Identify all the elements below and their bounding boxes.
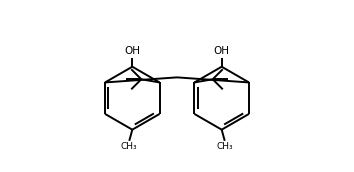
Text: CH₃: CH₃ xyxy=(121,142,138,151)
Text: OH: OH xyxy=(124,46,140,56)
Text: CH₃: CH₃ xyxy=(216,142,233,151)
Text: OH: OH xyxy=(214,46,230,56)
